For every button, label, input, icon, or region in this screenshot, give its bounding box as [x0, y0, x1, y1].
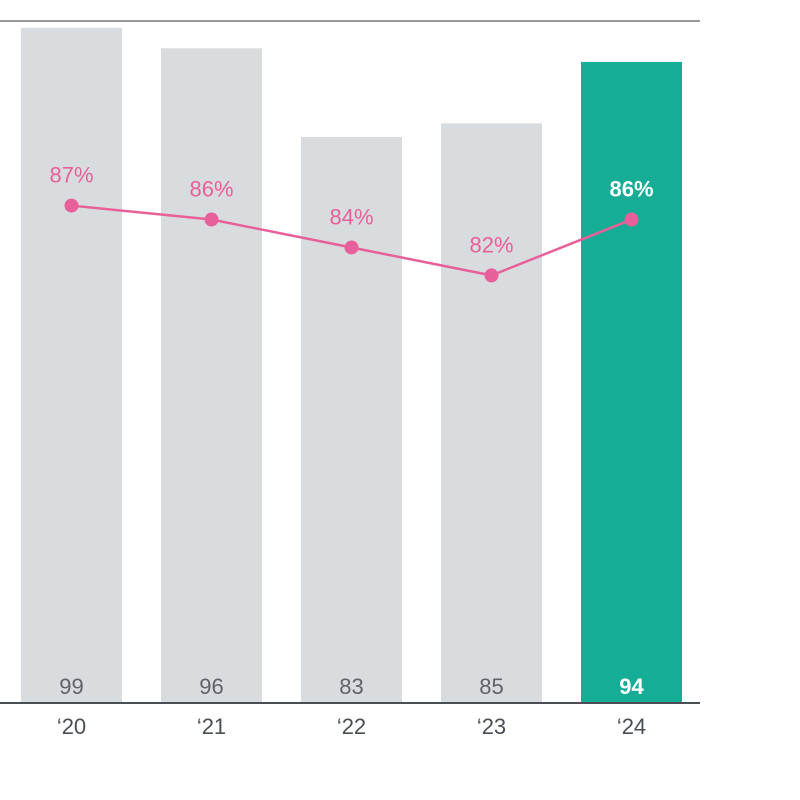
line-point-1	[204, 212, 219, 227]
x-tick-label-3: ‘23	[477, 714, 506, 739]
x-tick-label-1: ‘21	[197, 714, 226, 739]
bar-value-label-4: 94	[619, 674, 644, 699]
line-series	[64, 198, 639, 283]
line-value-label-4: 86%	[609, 177, 653, 202]
x-tick-label-2: ‘22	[337, 714, 366, 739]
bar-value-label-2: 83	[339, 674, 363, 699]
line-value-labels: 87% 86% 84% 82% 86%	[49, 163, 653, 258]
line-value-label-3: 82%	[469, 232, 513, 257]
line-value-label-0: 87%	[49, 163, 93, 188]
line-point-4	[624, 212, 639, 227]
x-axis-tick-labels: ‘20 ‘21 ‘22 ‘23 ‘24	[57, 714, 646, 739]
line-point-0	[64, 198, 79, 213]
line-value-label-1: 86%	[189, 177, 233, 202]
bar-value-label-1: 96	[199, 674, 223, 699]
bar-value-label-3: 85	[479, 674, 503, 699]
line-point-2	[344, 240, 359, 255]
bars-group	[21, 27, 682, 704]
bar-4	[581, 61, 682, 704]
line-value-label-2: 84%	[329, 204, 373, 229]
bar-0	[21, 27, 122, 703]
bar-value-labels: 99 96 83 85 94	[59, 674, 644, 699]
line-point-3	[484, 268, 499, 283]
x-tick-label-0: ‘20	[57, 714, 86, 739]
bar-1	[161, 48, 262, 703]
x-tick-label-4: ‘24	[617, 714, 646, 739]
bar-2	[301, 136, 402, 703]
bar-3	[441, 123, 542, 704]
bar-value-label-0: 99	[59, 674, 83, 699]
